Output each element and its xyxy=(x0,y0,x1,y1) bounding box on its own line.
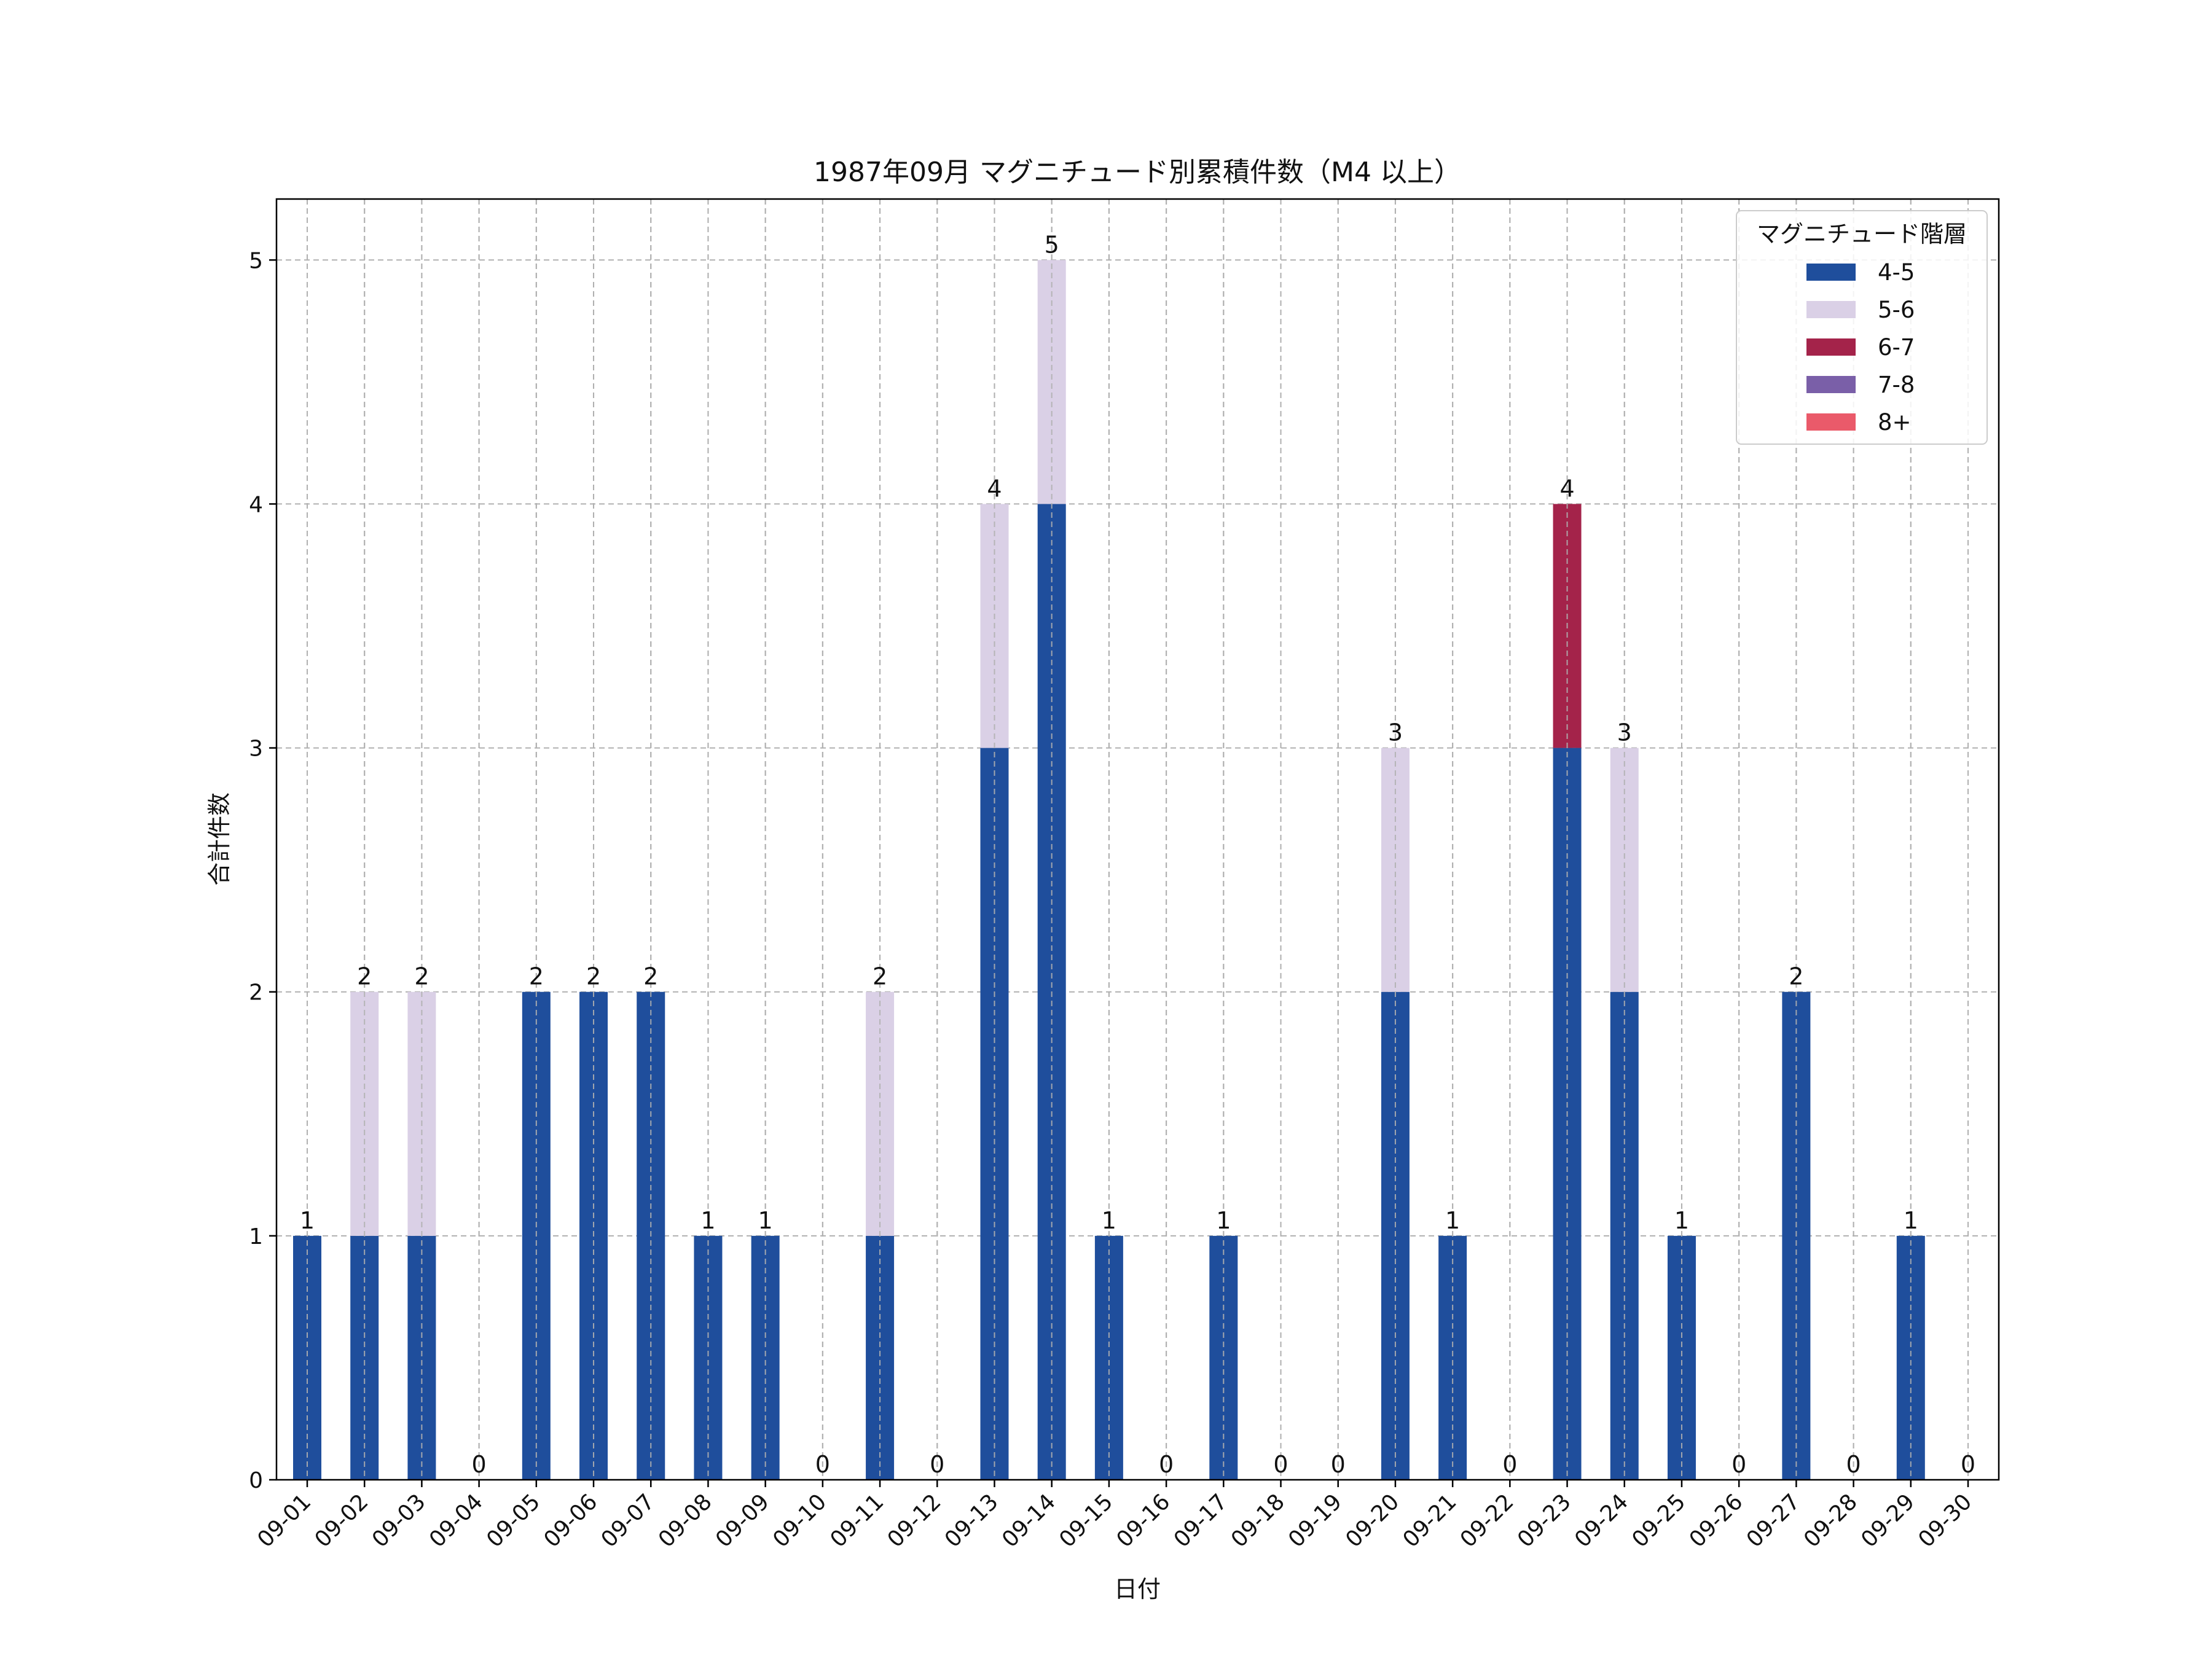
bar-total-label: 1 xyxy=(1445,1207,1460,1234)
bar-total-label: 1 xyxy=(1216,1207,1231,1234)
bar-total-label: 1 xyxy=(758,1207,773,1234)
legend-swatch xyxy=(1806,338,1856,356)
bar-total-label: 2 xyxy=(873,963,887,990)
bar-segment xyxy=(1610,748,1639,992)
legend-box xyxy=(1736,210,1988,445)
bar-total-label: 4 xyxy=(1559,475,1574,502)
bar-total-label: 1 xyxy=(700,1207,715,1234)
legend-label: 6-7 xyxy=(1878,334,1915,361)
chart-title: 1987年09月 マグニチュード別累積件数（M4 以上） xyxy=(814,157,1461,188)
legend-swatch xyxy=(1806,264,1856,281)
legend-label: 8+ xyxy=(1878,409,1912,436)
bar-total-label: 0 xyxy=(472,1451,487,1478)
bar-total-label: 2 xyxy=(643,963,658,990)
bar-total-label: 1 xyxy=(1102,1207,1116,1234)
legend-label: 4-5 xyxy=(1878,259,1915,286)
bar-total-label: 0 xyxy=(1732,1451,1746,1478)
y-axis: 0 1 2 3 4 5 xyxy=(249,248,276,1493)
legend-title: マグニチュード階層 xyxy=(1757,221,1967,248)
bar-total-label: 0 xyxy=(1159,1451,1174,1478)
legend-label: 7-8 xyxy=(1878,372,1915,398)
bar-total-label: 2 xyxy=(586,963,601,990)
bar-total-label: 3 xyxy=(1388,719,1403,746)
bar-total-label: 1 xyxy=(1904,1207,1918,1234)
x-axis-label: 日付 xyxy=(1114,1576,1161,1603)
y-tick-label: 5 xyxy=(249,248,263,273)
y-tick-label: 3 xyxy=(249,737,263,762)
bar-total-label: 0 xyxy=(1502,1451,1517,1478)
bar-segment xyxy=(1381,748,1410,992)
legend-swatch xyxy=(1806,413,1856,431)
y-tick-label: 4 xyxy=(249,492,263,517)
bar-total-label: 3 xyxy=(1617,719,1632,746)
legend: マグニチュード階層 4-5 5-6 6-7 7-8 8+ xyxy=(1736,210,1988,445)
bar-total-label: 0 xyxy=(930,1451,944,1478)
legend-items: 4-5 5-6 6-7 7-8 8+ xyxy=(1806,259,1915,436)
plot-frame xyxy=(275,198,2000,1481)
bar-total-label: 1 xyxy=(300,1207,315,1234)
bar-total-label: 0 xyxy=(1331,1451,1346,1478)
bar-total-label: 0 xyxy=(1961,1451,1975,1478)
bar-total-label: 0 xyxy=(815,1451,830,1478)
legend-swatch xyxy=(1806,376,1856,393)
bar-total-label: 2 xyxy=(1789,963,1803,990)
value-labels: 1 2 2 0 2 2 2 1 1 0 2 0 4 5 1 0 1 0 0 3 1 0 4 3 1 0 2 0 1 0 xyxy=(300,231,1975,1478)
bar-total-label: 0 xyxy=(1846,1451,1861,1478)
bar-total-label: 2 xyxy=(414,963,429,990)
legend-swatch xyxy=(1806,301,1856,318)
y-axis-label: 合計件数 xyxy=(206,792,233,886)
bar-total-label: 4 xyxy=(987,475,1002,502)
bar-total-label: 1 xyxy=(1674,1207,1689,1234)
legend-label: 5-6 xyxy=(1878,297,1915,323)
bar-total-label: 0 xyxy=(1273,1451,1288,1478)
bar-total-label: 2 xyxy=(357,963,372,990)
y-tick-label: 2 xyxy=(249,980,263,1006)
y-tick-label: 1 xyxy=(249,1224,263,1249)
y-tick-label: 0 xyxy=(249,1468,263,1493)
bar-total-label: 2 xyxy=(529,963,544,990)
bar-total-label: 5 xyxy=(1045,231,1059,258)
